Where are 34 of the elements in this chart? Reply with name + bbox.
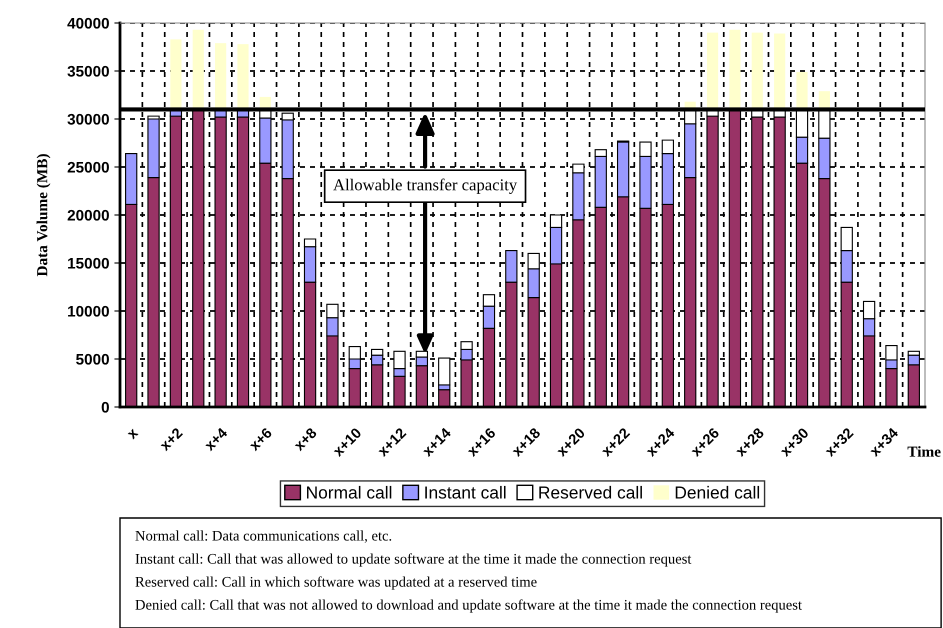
bar [237, 44, 249, 110]
y-tick-label: 5000 [76, 354, 109, 365]
bar [752, 32, 763, 110]
legend-label: Instant call [425, 486, 506, 499]
text: Reserved call: Call in which software was updated at a reserved time [135, 576, 537, 590]
text: Denied call: Call that was not allowed to download and update software at the time it made the connection request [135, 599, 802, 613]
x-tick-label: x+4 [204, 426, 228, 452]
bar [774, 34, 786, 110]
x-tick-label: x+2 [158, 427, 183, 452]
legend-label: Reserved call [539, 486, 642, 499]
bar [192, 30, 204, 110]
bar [729, 30, 741, 110]
y-tick-label: 20000 [68, 210, 109, 221]
y-axis-title: Data Volume (MB) [36, 154, 50, 276]
bar [796, 72, 808, 110]
ref-line-label: Allowable transfer capacity [333, 178, 518, 194]
x-tick-label: x+6 [248, 427, 273, 452]
y-tick-label: 35000 [67, 66, 109, 77]
y-tick-label: 25000 [68, 162, 109, 173]
text: Instant call: Call that was allowed to update software at the time it made the connection request [136, 553, 692, 567]
bar [706, 32, 718, 110]
bar [170, 39, 182, 110]
y-tick-label: 30000 [67, 114, 109, 125]
legend-label: Denied call [676, 486, 760, 499]
y-tick-label: 0 [102, 402, 109, 413]
text: Normal call: Data communications call, etc. [135, 530, 392, 543]
x-axis-title: Time [908, 446, 941, 457]
bar [215, 43, 226, 110]
x-tick-label: x [128, 428, 139, 440]
y-tick-label: 15000 [68, 258, 109, 269]
x-tick-label: x+8 [292, 427, 318, 452]
y-tick-label: 40000 [67, 18, 109, 29]
y-tick-label: 10000 [68, 306, 109, 317]
legend-label: Normal call [307, 486, 392, 499]
